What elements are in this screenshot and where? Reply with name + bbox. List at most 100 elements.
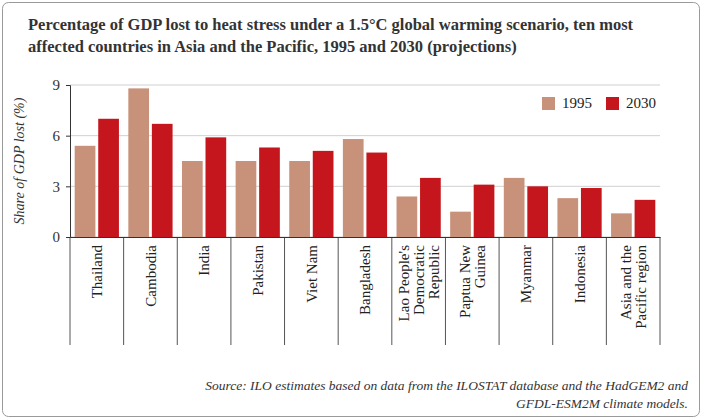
y-axis: 0 3 6 9 [53,77,71,245]
x-tick-label: Indonesia [572,245,588,304]
separator [338,237,339,345]
separator [284,237,285,345]
x-tick: Thailand [89,237,105,298]
title-line: Percentage of GDP lost to heat stress un… [28,15,634,34]
y-tick: 0 [53,229,71,245]
bar [527,186,548,237]
x-tick-label-line: India [196,245,212,276]
legend-label: 2030 [626,95,656,111]
x-tick-label-line: Viet Nam [304,245,320,303]
source-line: Source: ILO estimates based on data from… [205,378,688,393]
chart: Percentage of GDP lost to heat stress un… [0,0,702,419]
bar [450,212,471,237]
legend-label: 1995 [562,95,592,111]
x-tick-label: Lao People'sDemocraticRepublic [396,245,442,322]
x-tick: India [196,237,212,276]
grid [70,85,660,237]
title-line: affected countries in Asia and the Pacif… [28,37,517,56]
grid-line [70,85,660,86]
separator [177,237,178,345]
x-tick-label: Paptua NewGuinea [457,245,488,318]
x-axis-line [71,237,661,238]
source: Source: ILO estimates based on data from… [205,378,688,411]
bar [313,151,334,237]
bar [259,147,280,237]
x-tick-label: Bangladesh [357,245,373,315]
separator [660,237,661,345]
bar [75,146,96,237]
x-tick-label: Myanmar [518,245,534,303]
x-tick-label: India [196,245,212,276]
y-tick-label: 3 [53,179,61,195]
y-tick-label: 9 [53,77,61,93]
x-tick: Asia and thePacific region [618,237,649,329]
x-tick-label-line: Indonesia [572,245,588,304]
separator [606,237,607,345]
bar [474,185,495,237]
bar [420,178,441,237]
y-axis-title: Share of GDP lost (%) [12,97,28,224]
x-tick-label-line: Democratic [411,245,427,315]
x-tick: Myanmar [518,237,534,303]
separators [70,237,660,345]
bar [128,88,149,237]
legend-swatch [542,97,555,110]
bar [581,188,602,237]
bar [98,119,119,237]
y-tick: 9 [53,77,71,93]
separator [70,237,71,345]
y-tick-mark [66,186,70,187]
bar [397,196,418,237]
bar [504,178,525,237]
x-tick-label: Thailand [89,245,105,299]
bar [635,200,656,237]
bar [366,153,387,237]
bar [343,139,364,237]
bar [557,198,578,237]
y-tick-label: 6 [53,128,61,144]
y-tick-mark [66,136,70,137]
legend-swatch [606,97,619,110]
x-tick: Lao People'sDemocraticRepublic [396,237,442,321]
x-tick-label-line: Guinea [472,245,488,289]
x-axis: Thailand Cambodia India Pakistan Viet Nam Ban… [71,237,661,329]
source-line: GFDL-ESM2M climate models. [516,396,688,411]
x-tick-label-line: Lao People's [396,245,412,322]
x-tick-label-line: Pacific region [633,245,649,329]
y-axis-line [66,86,71,238]
bar [206,137,227,237]
x-tick-label-line: Republic [426,245,442,299]
x-tick-label: Pakistan [250,245,266,296]
x-tick: Pakistan [250,237,266,296]
x-tick-label: Cambodia [143,245,159,307]
bar [611,213,632,237]
x-tick-label-line: Bangladesh [357,245,373,315]
y-tick-mark [66,85,70,86]
separator [123,237,124,345]
y-tick: 3 [53,179,71,195]
bar [182,161,203,237]
separator [391,237,392,345]
y-tick-mark [66,237,70,238]
x-tick: Cambodia [143,237,159,307]
separator [230,237,231,345]
x-tick-label-line: Asia and the [618,245,634,320]
bars [75,88,656,237]
x-tick-label: Asia and thePacific region [618,245,649,329]
x-tick-label-line: Cambodia [143,245,159,307]
bar [289,161,310,237]
separator [552,237,553,345]
x-tick-label-line: Myanmar [518,245,534,303]
title: Percentage of GDP lost to heat stress un… [28,15,634,56]
bar [152,124,173,237]
x-tick: Indonesia [572,237,588,303]
bar [236,161,257,237]
legend: 1995 2030 [542,95,656,111]
x-tick: Viet Nam [304,237,320,303]
separator [445,237,446,345]
x-tick-label-line: Thailand [89,245,105,299]
y-tick: 6 [53,128,71,144]
x-tick-label: Viet Nam [304,245,320,303]
frame [3,3,700,417]
x-tick-label-line: Paptua New [457,245,473,318]
